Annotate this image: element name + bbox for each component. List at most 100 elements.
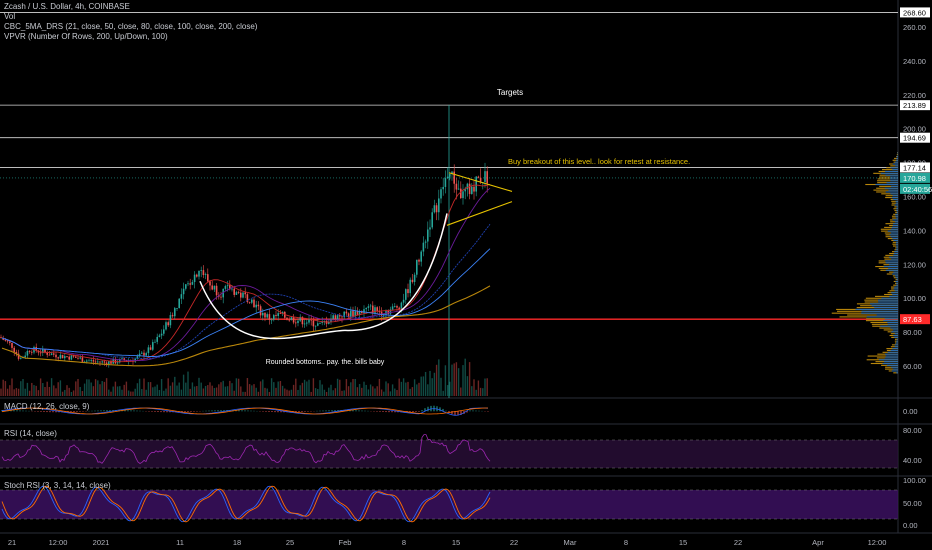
price-level-tag: [900, 162, 930, 173]
candle-body: [268, 314, 271, 320]
candle-body: [323, 320, 326, 322]
volume-bar: [211, 385, 213, 396]
volume-bar: [193, 386, 196, 396]
vpvr-bar: [894, 204, 898, 206]
vpvr-bar: [879, 327, 898, 329]
volume-bar: [116, 386, 119, 396]
vpvr-bar: [894, 290, 898, 292]
volume-bar: [134, 388, 136, 396]
candle-body: [17, 353, 20, 359]
volume-bar: [455, 362, 458, 396]
vpvr-bar: [885, 368, 898, 370]
candle-body: [13, 347, 15, 352]
price-level-tag-label: 213.89: [903, 101, 926, 110]
vpvr-bar: [870, 321, 898, 324]
price-tick-label: 100.00: [903, 294, 926, 303]
candle-body: [61, 354, 64, 359]
volume-bar: [369, 384, 372, 396]
volume-bar: [17, 388, 20, 396]
volume-bar: [446, 385, 449, 396]
volume-bar: [215, 387, 218, 396]
volume-bar: [191, 382, 194, 396]
volume-bar: [400, 381, 403, 396]
volume-bar: [224, 386, 227, 396]
macd-histogram-bar: [223, 410, 225, 412]
macd-histogram-bar: [298, 411, 300, 413]
vpvr-bar: [871, 305, 898, 307]
candle-body: [303, 323, 306, 325]
macd-histogram-bar: [124, 410, 126, 412]
candle-body: [290, 317, 293, 321]
candle-body: [248, 301, 251, 303]
volume-bar: [427, 384, 429, 396]
vpvr-bar: [890, 333, 898, 335]
vpvr-bar: [891, 200, 898, 202]
vpvr-bar: [885, 174, 898, 176]
macd-histogram-bar: [442, 408, 444, 412]
vpvr-bar: [890, 346, 898, 348]
volume-bar: [20, 381, 22, 396]
candle-body: [231, 288, 233, 290]
volume-bar: [453, 363, 455, 396]
vpvr-bar: [889, 256, 898, 258]
time-tick-label: 18: [233, 538, 241, 547]
stoch-tick-label: 0.00: [903, 521, 918, 530]
vpvr-bar: [894, 338, 898, 340]
vpvr-bar: [855, 308, 898, 310]
candle-body: [202, 270, 205, 276]
volume-bar: [257, 391, 260, 396]
candle-body: [185, 284, 187, 289]
candle-body: [83, 361, 86, 363]
candle-body: [237, 292, 240, 293]
candle-body: [363, 309, 365, 313]
vpvr-bar: [890, 232, 898, 234]
macd-histogram-bar: [424, 408, 426, 412]
macd-histogram-bar: [4, 410, 6, 412]
volume-bar: [361, 387, 363, 396]
candle-body: [141, 352, 143, 354]
vpvr-bar: [895, 165, 898, 167]
candle-body: [6, 340, 9, 342]
vpvr-bar: [893, 239, 898, 242]
macd-histogram-bar: [394, 411, 396, 413]
macd-histogram-bar: [328, 410, 330, 412]
volume-bar: [77, 378, 79, 396]
candle-body: [416, 259, 418, 275]
candle-body: [0, 337, 2, 338]
vpvr-bar: [889, 290, 898, 292]
vpvr-bar: [890, 349, 898, 352]
stoch-k-line: [1, 485, 491, 523]
volume-bar: [246, 378, 249, 396]
candle-body: [180, 294, 183, 299]
macd-label: MACD (12, 26, close, 9): [4, 402, 90, 411]
candle-body: [20, 358, 22, 359]
macd-histogram-bar: [445, 410, 447, 412]
volume-bar: [209, 382, 211, 396]
candle-body: [270, 319, 273, 321]
macd-histogram-bar: [283, 411, 285, 413]
volume-bar: [6, 388, 9, 396]
vpvr-bar: [896, 157, 898, 159]
macd-histogram-bar: [127, 410, 129, 412]
candle-body: [264, 312, 266, 318]
volume-bar: [279, 380, 282, 396]
candle-body: [431, 212, 433, 228]
candle-body: [48, 354, 51, 356]
macd-histogram-bar: [466, 411, 468, 413]
macd-histogram-bar: [271, 411, 273, 413]
ma-line-100: [1, 248, 491, 357]
macd-histogram-bar: [97, 410, 99, 412]
vpvr-bar: [886, 182, 898, 184]
macd-histogram-bar: [49, 411, 51, 413]
candle-body: [314, 325, 317, 327]
volume-bar: [286, 389, 288, 396]
volume-bar: [79, 386, 81, 396]
volume-bar: [259, 381, 262, 396]
macd-histogram-bar: [154, 411, 156, 412]
candle-body: [55, 354, 57, 358]
vpvr-bar: [896, 211, 898, 214]
vpvr-bar: [871, 323, 898, 325]
volume-bar: [345, 379, 348, 396]
vpvr-bar: [893, 252, 898, 255]
